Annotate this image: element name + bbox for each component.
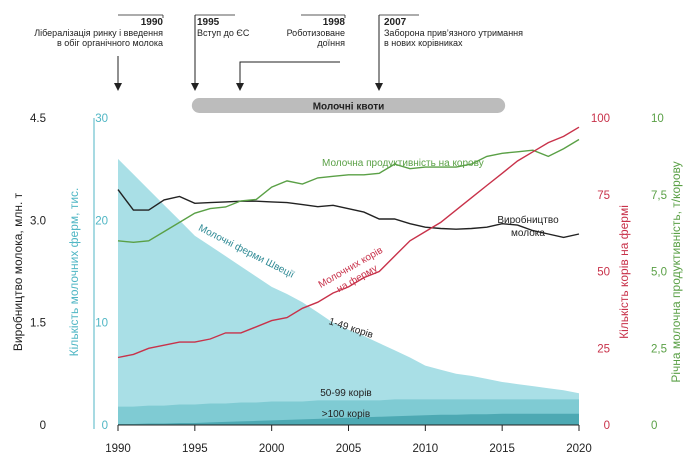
annotation-arrow-line-1998 [239, 61, 340, 84]
x-tick-label-3: 2005 [336, 443, 362, 455]
annotation-text-1990-0: Лібералізація ринку і введення [34, 28, 163, 38]
annotation-text-2007-0: Заборона прив’язного утримання [384, 28, 523, 38]
cows-axis-tick-4: 100 [591, 113, 610, 125]
production-axis-tick-2: 3.0 [30, 215, 46, 227]
productivity-axis-tick-1: 2,5 [651, 343, 667, 355]
milk-quota-label: Молочні квоти [313, 102, 385, 113]
label-production-1: молока [511, 228, 545, 239]
area-total-farms [118, 158, 579, 425]
cows-axis-tick-1: 25 [597, 343, 610, 355]
annotation-year-2007: 2007 [384, 17, 407, 28]
cows-axis-tick-3: 75 [597, 190, 610, 202]
annotation-text-1998-0: Роботизоване [287, 28, 345, 38]
production-axis-tick-3: 4.5 [30, 113, 46, 125]
annotation-year-1990: 1990 [141, 17, 164, 28]
x-tick-label-0: 1990 [105, 443, 131, 455]
cows-axis-tick-0: 0 [604, 420, 610, 432]
label-100-plus-cows: >100 корів [322, 409, 370, 420]
annotation-year-1998: 1998 [323, 17, 346, 28]
farms-axis-tick-0: 0 [102, 420, 108, 432]
farms-axis-label: Кількість молочних ферм, тис. [67, 188, 81, 357]
x-tick-label-4: 2010 [413, 443, 439, 455]
annotation-year-1995: 1995 [197, 17, 220, 28]
annotation-arrow-head-1995 [191, 83, 199, 91]
annotation-text-1990-1: в обіг органічного молока [57, 38, 163, 48]
label-50-99-cows: 50-99 корів [320, 388, 372, 399]
farms-axis-tick-2: 20 [95, 215, 108, 227]
productivity-axis-tick-2: 5,0 [651, 267, 667, 279]
productivity-axis-tick-4: 10 [651, 113, 664, 125]
production-axis-label: Виробництво молока, млн. т [11, 192, 25, 351]
annotation-arrow-head-1990 [114, 83, 122, 91]
productivity-axis-tick-0: 0 [651, 420, 657, 432]
annotation-arrow-head-2007 [375, 83, 383, 91]
productivity-axis-tick-3: 7,5 [651, 190, 667, 202]
line-cows-per-farm [117, 126, 580, 359]
annotation-text-1998-1: доїння [317, 38, 345, 48]
productivity-axis-label: Річна молочна продуктивність, т/корову [669, 161, 683, 382]
x-tick-label-1: 1995 [182, 443, 208, 455]
milk-quota-bar [191, 98, 506, 113]
line-milk-production [117, 189, 580, 239]
cows-axis-label: Кількість корів на фермі [617, 205, 631, 339]
label-production-0: Виробництво [497, 214, 559, 226]
annotation-text-2007-1: в нових корівниках [384, 38, 463, 48]
cows-axis-tick-2: 50 [597, 267, 610, 279]
x-tick-label-5: 2015 [489, 443, 515, 455]
line-productivity-per-cow [117, 138, 580, 244]
area-farms-100-plus [118, 413, 579, 425]
annotation-arrow-head-1998 [236, 83, 244, 91]
label-productivity: Молочна продуктивність на корову [322, 158, 484, 169]
annotation-text-1995-0: Вступ до ЄС [197, 28, 250, 38]
production-axis-tick-1: 1.5 [30, 318, 46, 330]
farms-axis-tick-3: 30 [95, 113, 108, 125]
x-tick-label-6: 2020 [566, 443, 592, 455]
production-axis-tick-0: 0 [40, 420, 46, 432]
x-tick-label-2: 2000 [259, 443, 285, 455]
farms-axis-tick-1: 10 [95, 318, 108, 330]
